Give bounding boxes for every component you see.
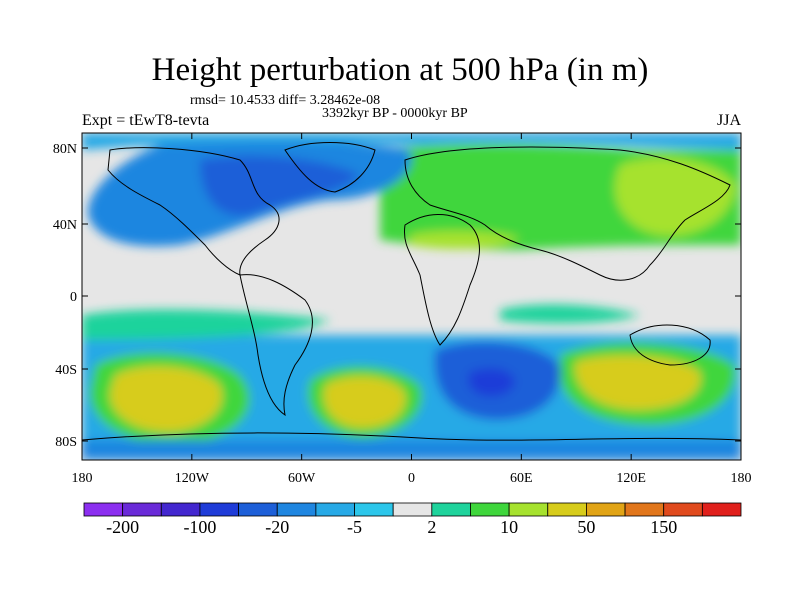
axis-ticks: 180 120W 60W 0 60E 120E 180 80N 40N 0 40S 80S: [53, 133, 752, 486]
lon-tick-label: 60E: [510, 471, 533, 486]
lat-tick-label: 80S: [55, 435, 77, 450]
colorbar-swatch: [586, 502, 626, 517]
colorbar-swatch: [624, 502, 665, 517]
colorbar-label: 50: [577, 517, 595, 537]
colorbar-swatch: [354, 502, 394, 517]
lat-tick-label: 80N: [53, 142, 77, 157]
lat-tick-label: 40S: [55, 363, 77, 378]
lat-tick-label: 40N: [53, 218, 77, 233]
rmsd-diff-stats: rmsd= 10.4533 diff= 3.28462e-08: [190, 93, 381, 108]
colorbar-swatch: [276, 502, 317, 517]
colorbar-swatch: [238, 502, 278, 517]
experiment-label: Expt = tEwT8-tevta: [82, 112, 210, 129]
lon-tick-label: 180: [72, 471, 93, 486]
colorbar-label: 2: [427, 517, 436, 537]
height-perturbation-field: [82, 133, 741, 460]
colorbar-swatch: [701, 502, 742, 517]
time-period-label: 3392kyr BP - 0000kyr BP: [322, 106, 468, 121]
colorbar-swatch: [431, 502, 471, 517]
lon-tick-label: 120W: [175, 471, 210, 486]
colorbar-label: -20: [265, 517, 289, 537]
colorbar-label: 10: [500, 517, 518, 537]
coastlines: [82, 142, 741, 441]
colorbar-swatch: [160, 502, 201, 517]
colorbar-swatch: [508, 502, 549, 517]
colorbar-swatch: [392, 502, 433, 517]
colorbar-label: -200: [106, 517, 139, 537]
lon-tick-label: 120E: [616, 471, 646, 486]
colorbar-swatch: [83, 502, 124, 517]
plot-title: Height perturbation at 500 hPa (in m): [151, 52, 649, 88]
colorbar-swatch: [199, 502, 239, 517]
colorbar-swatch: [547, 502, 587, 517]
lon-tick-label: 0: [408, 471, 415, 486]
colorbar: -200 -100 -20 -5 2 10 50 150: [83, 502, 742, 537]
colorbar-label: -100: [183, 517, 216, 537]
lon-tick-label: 60W: [288, 471, 316, 486]
colorbar-label: 150: [650, 517, 677, 537]
colorbar-swatch: [122, 502, 162, 517]
lon-tick-label: 180: [731, 471, 752, 486]
colorbar-swatch: [663, 502, 703, 517]
colorbar-swatch: [315, 502, 355, 517]
lat-tick-label: 0: [70, 290, 77, 305]
colorbar-swatch: [470, 502, 510, 517]
season-label: JJA: [717, 112, 742, 129]
colorbar-label: -5: [347, 517, 362, 537]
